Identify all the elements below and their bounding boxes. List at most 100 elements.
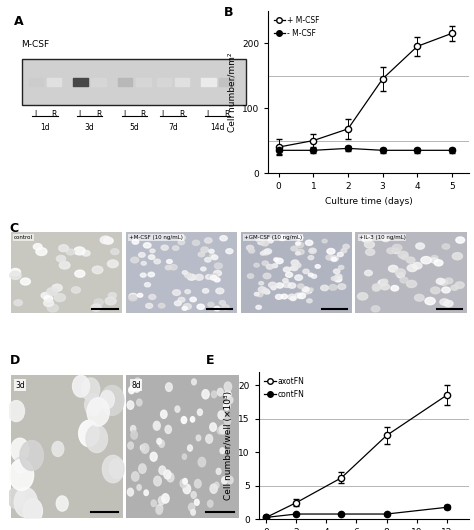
Circle shape	[159, 466, 165, 474]
Circle shape	[283, 267, 291, 272]
Circle shape	[75, 270, 85, 277]
Circle shape	[371, 306, 380, 312]
Circle shape	[269, 282, 276, 288]
Circle shape	[185, 290, 191, 294]
Circle shape	[216, 469, 221, 474]
Circle shape	[311, 275, 317, 278]
Circle shape	[190, 297, 196, 302]
Circle shape	[127, 401, 134, 409]
Circle shape	[221, 426, 227, 433]
Circle shape	[220, 236, 227, 241]
Circle shape	[59, 261, 70, 269]
Circle shape	[297, 235, 303, 240]
Circle shape	[94, 299, 103, 305]
Circle shape	[255, 293, 259, 296]
Circle shape	[373, 286, 380, 291]
Circle shape	[295, 275, 302, 280]
Circle shape	[149, 295, 156, 299]
Text: 5d: 5d	[129, 123, 139, 131]
Circle shape	[296, 242, 301, 245]
Text: C: C	[9, 222, 18, 235]
Circle shape	[181, 417, 187, 423]
Circle shape	[141, 261, 146, 265]
Circle shape	[208, 302, 214, 307]
Circle shape	[309, 288, 313, 292]
Circle shape	[387, 248, 395, 254]
Circle shape	[412, 262, 422, 269]
Circle shape	[59, 245, 69, 252]
Circle shape	[225, 391, 231, 399]
Circle shape	[276, 283, 283, 288]
Circle shape	[145, 282, 150, 287]
Text: R: R	[179, 110, 184, 119]
Circle shape	[288, 294, 296, 299]
Circle shape	[14, 300, 22, 306]
Circle shape	[100, 391, 114, 409]
Circle shape	[182, 271, 187, 275]
Circle shape	[214, 306, 220, 311]
Circle shape	[47, 304, 58, 312]
Circle shape	[381, 279, 388, 284]
Circle shape	[381, 284, 390, 290]
Circle shape	[391, 286, 399, 291]
Circle shape	[195, 275, 203, 280]
Circle shape	[216, 288, 224, 294]
Circle shape	[309, 273, 313, 277]
Circle shape	[258, 287, 266, 293]
Circle shape	[157, 438, 162, 444]
Circle shape	[201, 247, 209, 252]
Circle shape	[224, 382, 232, 391]
Circle shape	[210, 254, 215, 258]
Circle shape	[170, 264, 177, 270]
Circle shape	[191, 492, 196, 498]
Circle shape	[201, 267, 206, 271]
Circle shape	[294, 263, 301, 268]
Circle shape	[219, 301, 226, 305]
Circle shape	[455, 282, 464, 288]
Circle shape	[158, 496, 165, 505]
Circle shape	[397, 272, 404, 278]
Y-axis label: Cell number/well (×10³): Cell number/well (×10³)	[224, 391, 233, 500]
Circle shape	[44, 299, 54, 306]
Circle shape	[192, 240, 200, 245]
Circle shape	[66, 249, 74, 255]
Circle shape	[150, 249, 155, 253]
Circle shape	[184, 273, 191, 278]
Circle shape	[266, 264, 273, 269]
Circle shape	[131, 257, 139, 263]
Text: 3d: 3d	[85, 123, 94, 131]
Circle shape	[217, 388, 223, 396]
Circle shape	[10, 269, 20, 276]
Circle shape	[9, 460, 34, 490]
Circle shape	[194, 499, 199, 505]
Circle shape	[296, 242, 304, 248]
Circle shape	[159, 440, 164, 447]
Circle shape	[430, 287, 440, 294]
Text: R: R	[141, 110, 146, 119]
Text: R: R	[51, 110, 57, 119]
Y-axis label: Cell number/mm²: Cell number/mm²	[228, 52, 237, 131]
Circle shape	[321, 285, 328, 290]
Circle shape	[165, 426, 172, 434]
Text: 7d: 7d	[168, 123, 178, 131]
Circle shape	[104, 237, 113, 244]
Circle shape	[174, 301, 182, 306]
Circle shape	[100, 236, 111, 244]
Circle shape	[130, 426, 136, 432]
Circle shape	[246, 245, 254, 250]
Circle shape	[218, 411, 225, 419]
Circle shape	[365, 270, 373, 276]
Circle shape	[327, 249, 335, 254]
Circle shape	[52, 441, 64, 456]
Circle shape	[338, 266, 344, 269]
Circle shape	[14, 457, 27, 473]
Circle shape	[165, 383, 172, 391]
Circle shape	[150, 452, 157, 461]
Text: +M-CSF (10 ng/mL): +M-CSF (10 ng/mL)	[129, 235, 183, 240]
Circle shape	[87, 398, 109, 426]
X-axis label: Culture time (days): Culture time (days)	[325, 197, 413, 206]
Circle shape	[148, 255, 155, 259]
Circle shape	[214, 482, 219, 488]
Circle shape	[335, 277, 342, 282]
Circle shape	[204, 238, 212, 243]
